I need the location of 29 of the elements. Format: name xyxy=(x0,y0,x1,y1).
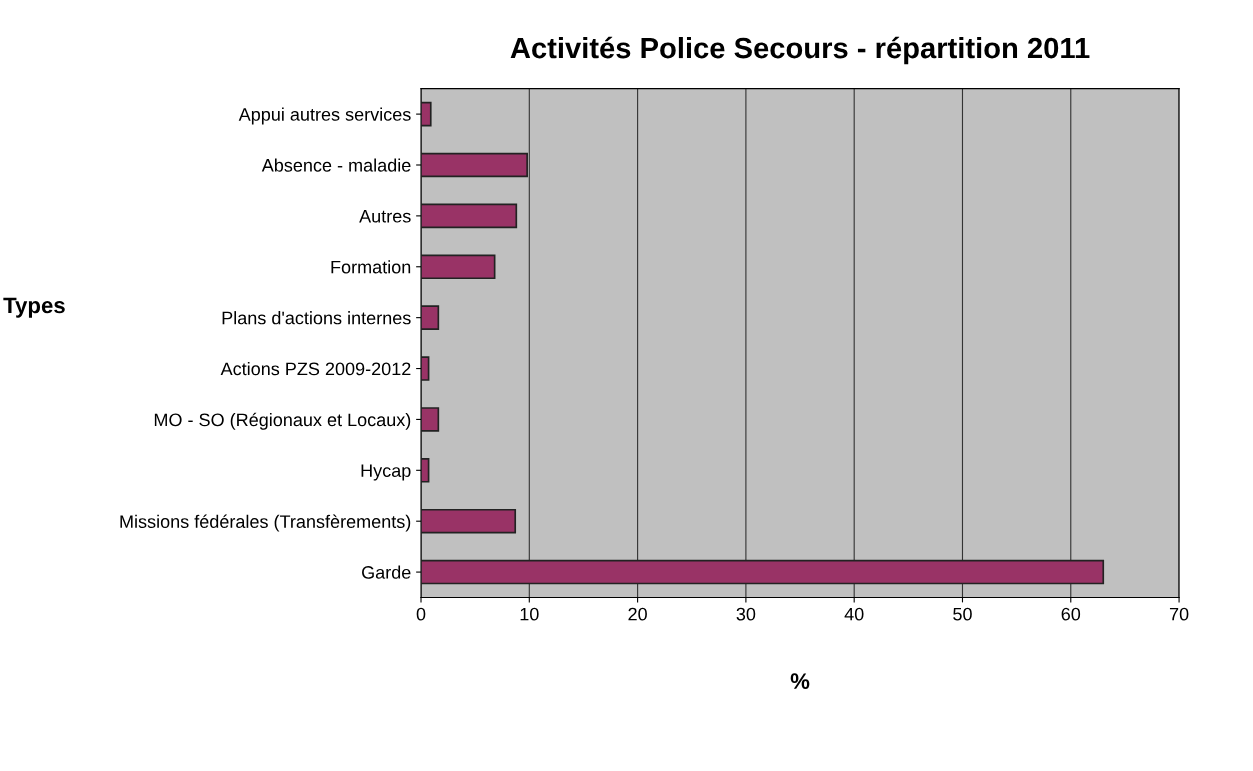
x-tick-label: 20 xyxy=(628,607,647,621)
chart-title: Activités Police Secours - répartition 2011 xyxy=(510,36,1090,65)
bar xyxy=(421,305,440,330)
x-tick-label: 10 xyxy=(520,607,539,621)
bar xyxy=(421,203,518,229)
x-axis-title: % xyxy=(790,673,810,689)
bar xyxy=(421,559,1105,585)
bar xyxy=(421,152,528,178)
x-tick-label: 50 xyxy=(953,607,972,621)
y-tick-label: Autres xyxy=(359,210,411,223)
x-tick-label: 30 xyxy=(736,607,756,621)
x-tick-label: 60 xyxy=(1061,607,1081,621)
bar xyxy=(421,508,517,534)
y-tick-label: MO - SO (Régionaux et Locaux) xyxy=(154,412,411,430)
bar xyxy=(421,407,440,432)
y-tick-label: Plans d'actions internes xyxy=(222,311,411,325)
bar xyxy=(421,254,496,280)
y-tick-label: Hycap xyxy=(361,464,411,481)
x-tick-label: 0 xyxy=(416,607,426,621)
y-tick-label: Appui autres services xyxy=(238,107,411,125)
y-tick-label: Absence - maladie xyxy=(261,158,411,172)
bar xyxy=(421,101,432,127)
x-tick-label: 70 xyxy=(1169,607,1189,621)
y-tick-label: Garde xyxy=(362,565,411,579)
x-tick-label: 40 xyxy=(844,607,864,621)
y-tick-label: Missions fédérales (Transfèrements) xyxy=(120,514,411,532)
y-tick-label: Formation xyxy=(331,260,411,274)
y-tick-label: Actions PZS 2009-2012 xyxy=(220,362,411,376)
y-axis-title: Types xyxy=(3,297,65,318)
